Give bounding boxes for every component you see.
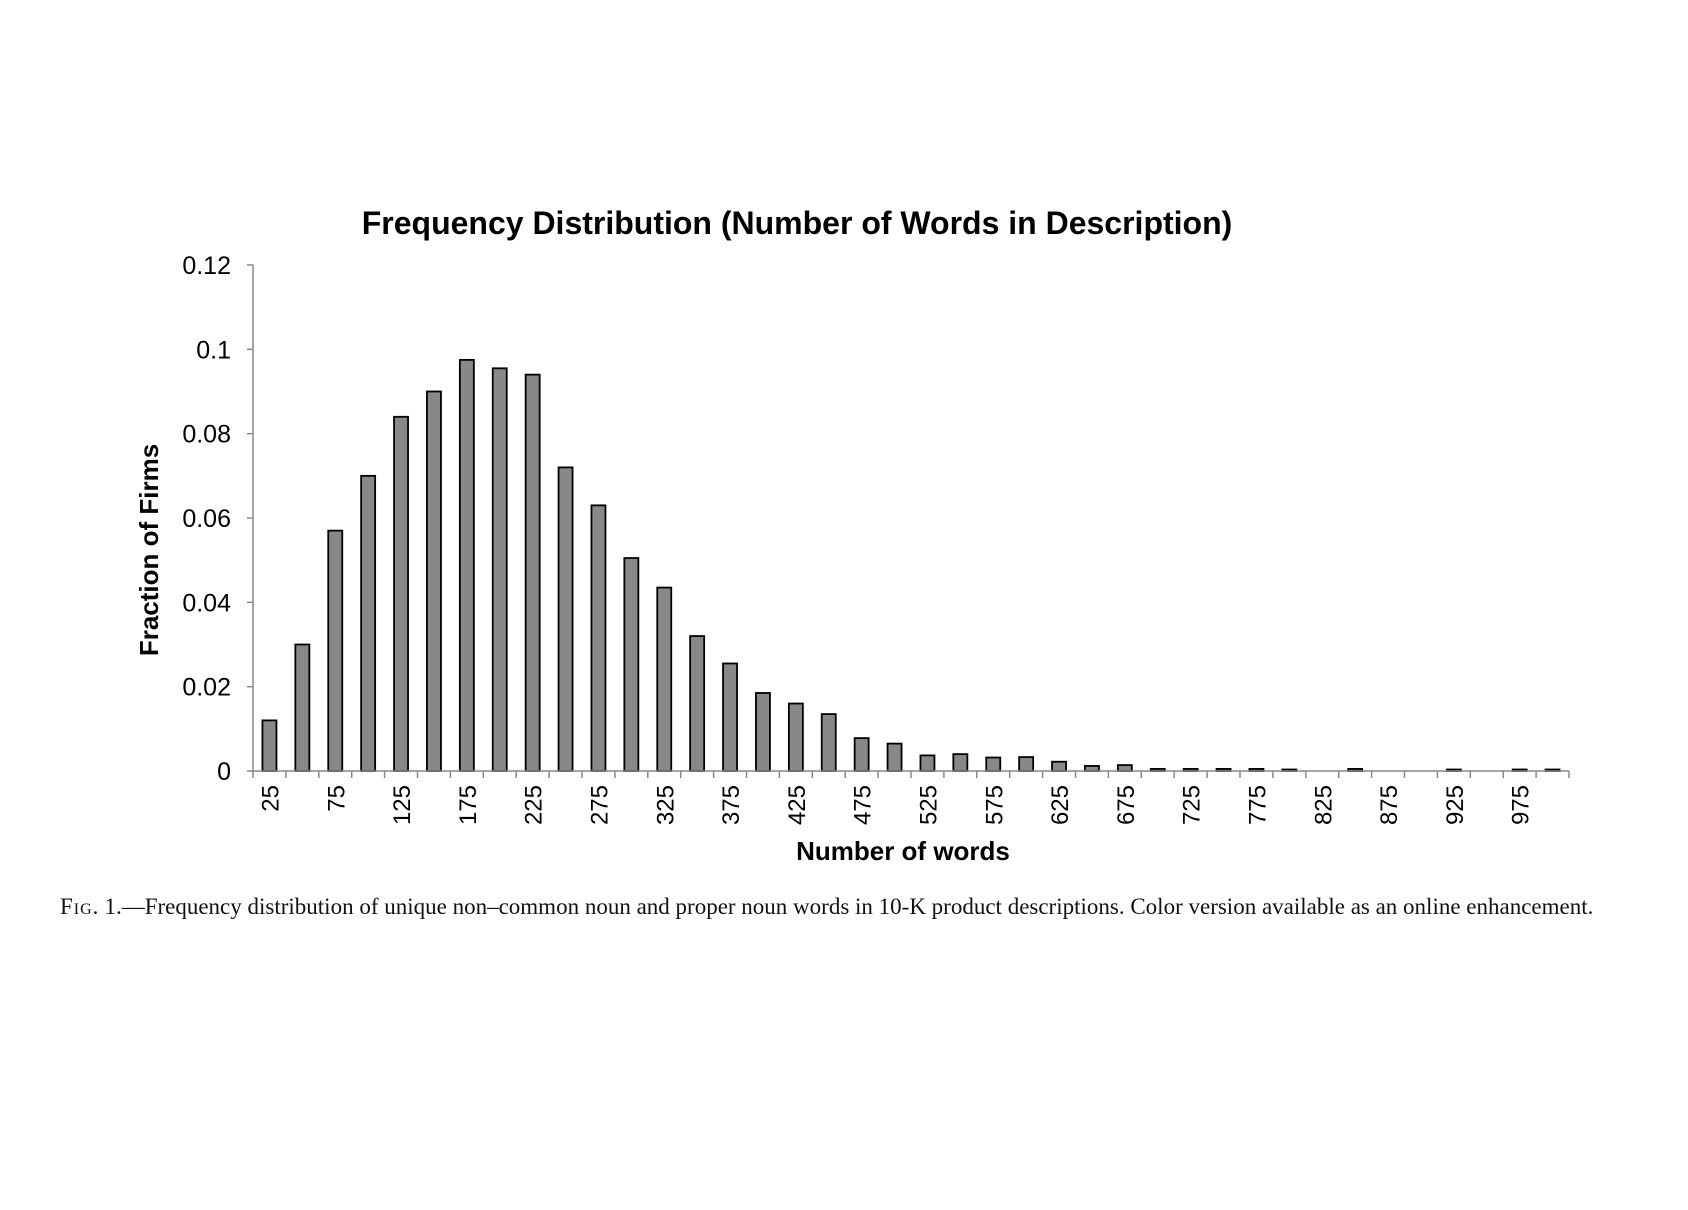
x-tick-label: 825 <box>1310 785 1337 825</box>
x-tick-label: 875 <box>1376 785 1403 825</box>
bar <box>787 702 804 772</box>
x-tick-label: 325 <box>652 785 679 825</box>
bars <box>261 358 1561 772</box>
x-tick-label: 975 <box>1508 785 1535 825</box>
bar <box>557 466 574 772</box>
x-tick-label: 925 <box>1442 785 1469 825</box>
bar <box>327 529 344 772</box>
x-tick-label: 475 <box>850 785 877 825</box>
x-axis-title: Number of words <box>796 836 1010 866</box>
bar <box>1051 760 1067 772</box>
x-tick-label: 225 <box>521 785 548 825</box>
figure-caption: Fig. 1.—Frequency distribution of unique … <box>60 893 1632 921</box>
bar <box>755 692 771 772</box>
x-tick-label: 375 <box>718 785 745 825</box>
x-tick-label: 675 <box>1113 785 1140 825</box>
bar <box>393 415 409 772</box>
bar <box>985 756 1002 772</box>
bar <box>952 753 969 772</box>
bar <box>886 742 903 772</box>
bar <box>491 367 508 772</box>
x-tick-label: 775 <box>1244 785 1271 825</box>
bar <box>590 504 607 772</box>
bar <box>261 719 278 772</box>
bar <box>689 635 706 772</box>
bar <box>1084 765 1100 772</box>
bar <box>919 754 936 772</box>
x-tick-label: 525 <box>915 785 942 825</box>
bar <box>623 557 640 772</box>
x-axis: 25 75 125 175 225 275 325 375 425 475 525 575 625 675… <box>252 770 1570 825</box>
bar <box>1018 756 1035 772</box>
y-tick-label: 0.04 <box>182 589 231 617</box>
x-tick-label: 425 <box>784 785 811 825</box>
bar <box>458 358 475 772</box>
y-tick-label: 0 <box>217 758 231 786</box>
bar <box>524 373 541 772</box>
y-tick-label: 0.08 <box>182 421 231 449</box>
y-tick-label: 0.12 <box>182 252 231 280</box>
caption-lead: Fig. <box>60 894 100 919</box>
y-tick-label: 0.1 <box>196 336 231 364</box>
bar <box>656 586 673 772</box>
x-tick-label: 125 <box>389 785 416 825</box>
y-tick-label: 0.06 <box>182 505 231 533</box>
caption-text: Frequency distribution of unique non–com… <box>144 894 1594 919</box>
x-tick-label: 725 <box>1179 785 1206 825</box>
bar <box>820 713 837 772</box>
y-tick-label: 0.02 <box>182 674 231 702</box>
bar <box>722 662 738 772</box>
y-axis-title: Fraction of Firms <box>134 444 164 656</box>
bar <box>1116 764 1133 772</box>
x-tick-label: 25 <box>257 785 284 812</box>
bar <box>853 737 870 772</box>
chart-title: Frequency Distribution (Number of Words … <box>362 205 1233 241</box>
x-tick-label: 275 <box>586 785 613 825</box>
bar <box>426 390 442 772</box>
x-tick-label: 175 <box>455 785 482 825</box>
bar <box>360 474 377 772</box>
x-tick-label: 575 <box>981 785 1008 825</box>
bar <box>294 643 311 772</box>
y-axis: 0 0.02 0.04 0.06 0.08 0.1 0.12 <box>182 252 254 786</box>
x-tick-label: 75 <box>323 785 350 812</box>
caption-number: 1.— <box>104 894 145 919</box>
x-tick-label: 625 <box>1047 785 1074 825</box>
